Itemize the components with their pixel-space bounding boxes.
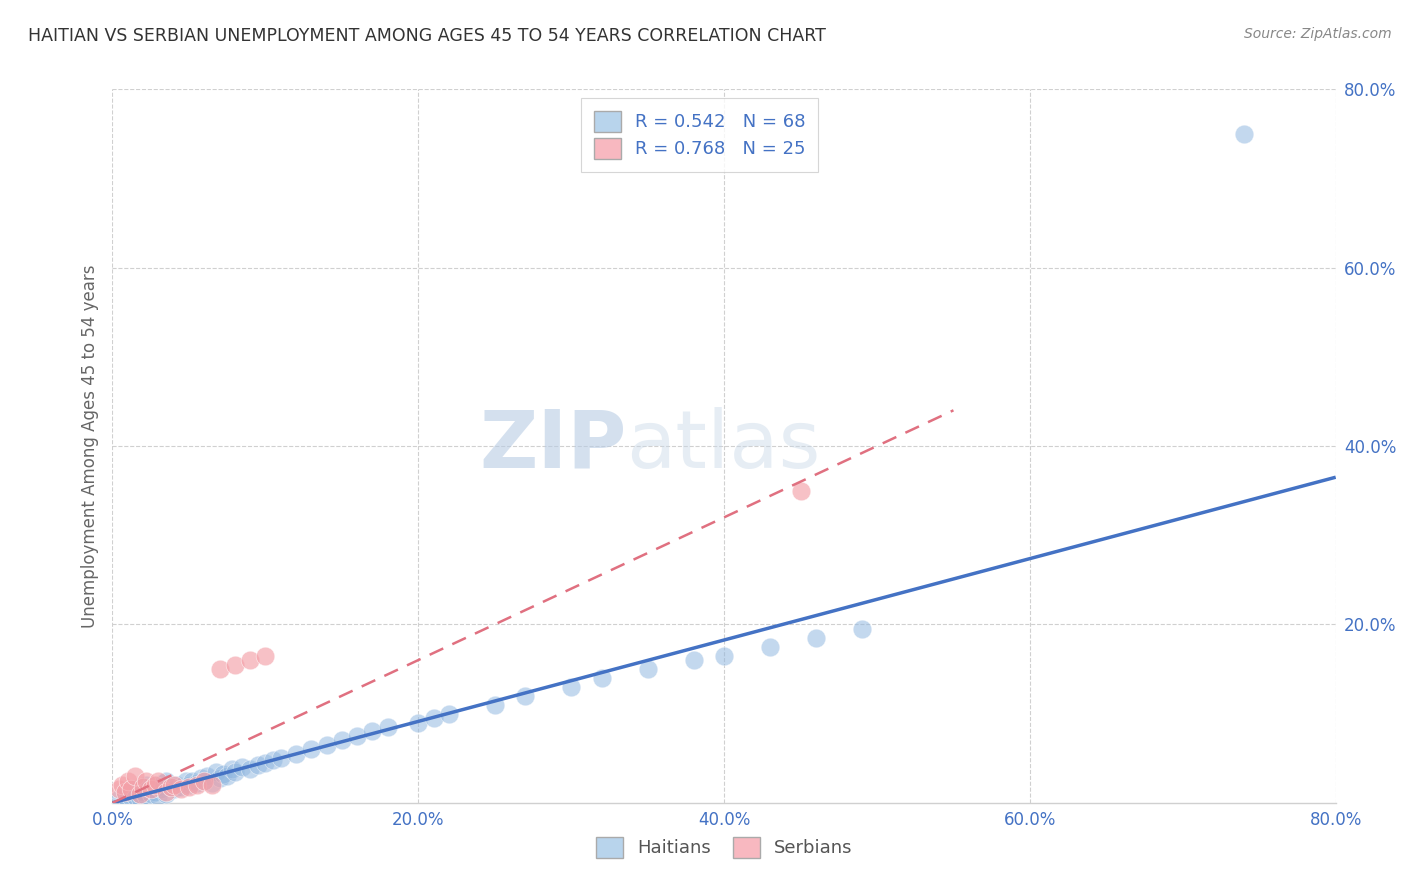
Point bbox=[163, 778, 186, 792]
Point bbox=[181, 773, 204, 788]
Point bbox=[117, 773, 139, 788]
Point bbox=[152, 776, 174, 790]
Point bbox=[150, 782, 173, 797]
Point bbox=[270, 751, 292, 765]
Point bbox=[117, 787, 139, 801]
Point bbox=[195, 769, 218, 783]
Point bbox=[637, 662, 659, 676]
Point bbox=[108, 791, 131, 805]
Point bbox=[132, 780, 155, 794]
Point bbox=[246, 758, 269, 772]
Point bbox=[254, 756, 277, 770]
Point bbox=[262, 753, 284, 767]
Text: Source: ZipAtlas.com: Source: ZipAtlas.com bbox=[1244, 27, 1392, 41]
Point bbox=[221, 762, 243, 776]
Point bbox=[330, 733, 353, 747]
Point bbox=[217, 769, 239, 783]
Point bbox=[163, 782, 186, 797]
Point bbox=[159, 780, 181, 794]
Point bbox=[120, 790, 142, 805]
Point bbox=[155, 785, 177, 799]
Text: HAITIAN VS SERBIAN UNEMPLOYMENT AMONG AGES 45 TO 54 YEARS CORRELATION CHART: HAITIAN VS SERBIAN UNEMPLOYMENT AMONG AG… bbox=[28, 27, 825, 45]
Legend: Haitians, Serbians: Haitians, Serbians bbox=[588, 830, 860, 865]
Point bbox=[135, 789, 157, 803]
Point bbox=[129, 791, 152, 805]
Text: ZIP: ZIP bbox=[479, 407, 626, 485]
Point bbox=[135, 778, 157, 792]
Point bbox=[591, 671, 613, 685]
Point bbox=[284, 747, 308, 761]
Point bbox=[211, 767, 233, 781]
Point bbox=[484, 698, 506, 712]
Point bbox=[174, 773, 197, 788]
Point bbox=[190, 771, 212, 785]
Point bbox=[129, 787, 152, 801]
Point bbox=[170, 782, 193, 797]
Point bbox=[1233, 127, 1256, 141]
Point bbox=[170, 780, 193, 794]
Point bbox=[132, 785, 155, 799]
Point bbox=[135, 773, 157, 788]
Point bbox=[408, 715, 430, 730]
Point bbox=[315, 738, 337, 752]
Point bbox=[299, 742, 322, 756]
Point bbox=[422, 711, 444, 725]
Point bbox=[124, 782, 146, 797]
Point bbox=[186, 776, 208, 790]
Point bbox=[201, 776, 224, 790]
Y-axis label: Unemployment Among Ages 45 to 54 years: Unemployment Among Ages 45 to 54 years bbox=[80, 264, 98, 628]
Point bbox=[515, 689, 537, 703]
Point bbox=[139, 782, 162, 797]
Text: atlas: atlas bbox=[626, 407, 821, 485]
Point bbox=[120, 785, 142, 799]
Point bbox=[193, 773, 215, 788]
Point bbox=[205, 764, 228, 779]
Point bbox=[111, 778, 134, 792]
Point bbox=[560, 680, 582, 694]
Point bbox=[143, 778, 166, 792]
Point bbox=[239, 762, 262, 776]
Point bbox=[132, 780, 155, 794]
Point bbox=[254, 648, 277, 663]
Point bbox=[193, 773, 215, 788]
Point bbox=[361, 724, 384, 739]
Point bbox=[143, 785, 166, 799]
Point bbox=[377, 720, 399, 734]
Point bbox=[346, 729, 368, 743]
Point bbox=[148, 780, 170, 794]
Point bbox=[231, 760, 253, 774]
Point bbox=[107, 782, 129, 797]
Point bbox=[759, 640, 782, 654]
Point bbox=[129, 787, 152, 801]
Point bbox=[208, 771, 231, 785]
Point bbox=[139, 782, 162, 797]
Point bbox=[713, 648, 735, 663]
Point bbox=[124, 789, 146, 803]
Point bbox=[239, 653, 262, 667]
Point bbox=[224, 764, 246, 779]
Point bbox=[114, 789, 136, 803]
Point bbox=[155, 787, 177, 801]
Point bbox=[124, 769, 146, 783]
Point bbox=[201, 778, 224, 792]
Point bbox=[224, 657, 246, 672]
Point bbox=[437, 706, 460, 721]
Point bbox=[177, 778, 200, 792]
Point bbox=[120, 782, 142, 797]
Point bbox=[804, 631, 827, 645]
Point bbox=[155, 773, 177, 788]
Point bbox=[148, 773, 170, 788]
Point bbox=[148, 789, 170, 803]
Point bbox=[139, 787, 162, 801]
Point bbox=[682, 653, 704, 667]
Point bbox=[114, 785, 136, 799]
Point bbox=[851, 622, 873, 636]
Point bbox=[789, 483, 811, 498]
Point bbox=[159, 780, 181, 794]
Point bbox=[208, 662, 231, 676]
Point bbox=[166, 778, 188, 792]
Point bbox=[143, 778, 166, 792]
Point bbox=[177, 780, 200, 794]
Point bbox=[186, 778, 208, 792]
